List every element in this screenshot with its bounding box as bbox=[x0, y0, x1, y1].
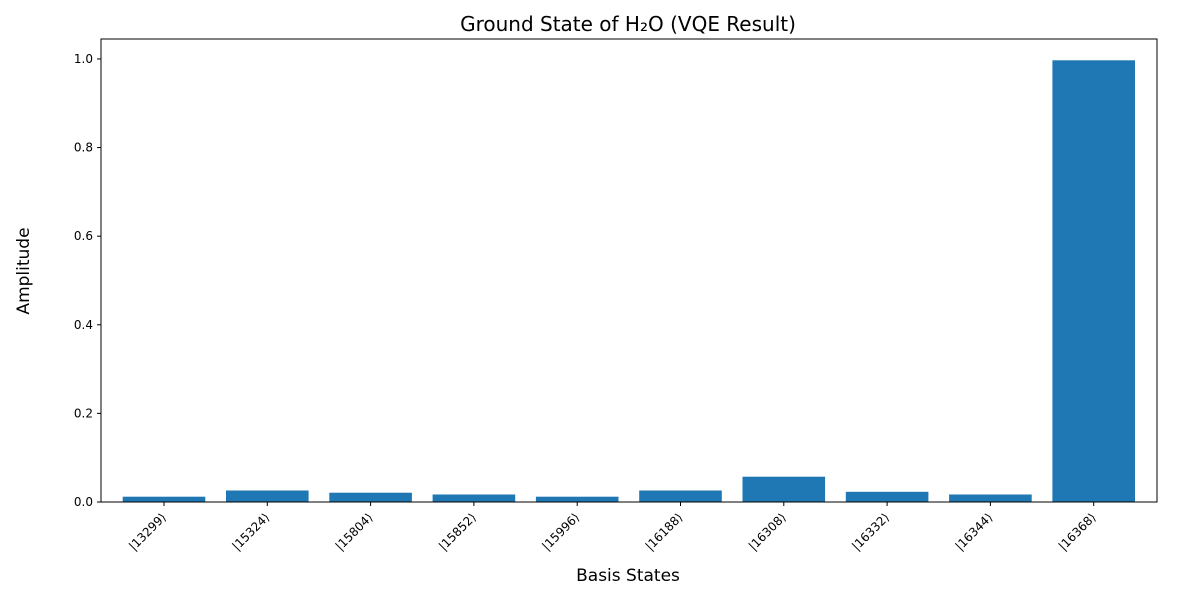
y-tick-label: 1.0 bbox=[74, 52, 93, 66]
x-tick-label: |16344⟩ bbox=[952, 510, 995, 553]
bar bbox=[535, 496, 619, 502]
bars-group bbox=[122, 60, 1135, 503]
x-tick-label: |16368⟩ bbox=[1056, 510, 1099, 553]
bar bbox=[742, 476, 826, 502]
bar bbox=[949, 494, 1032, 502]
bar bbox=[122, 496, 206, 502]
bar bbox=[329, 492, 412, 502]
y-tick-label: 0.6 bbox=[74, 229, 93, 243]
x-tick-label: |15324⟩ bbox=[229, 510, 272, 553]
x-tick-label: |15804⟩ bbox=[333, 510, 376, 553]
plot-frame bbox=[100, 38, 1158, 503]
y-tick-label: 0.2 bbox=[74, 406, 93, 420]
x-tick-label: |15852⟩ bbox=[436, 510, 479, 553]
x-axis-ticks: |13299⟩ |15324⟩ |15804⟩ |15852⟩ |15996⟩ |1618… bbox=[126, 502, 1099, 553]
y-tick-label: 0.0 bbox=[74, 495, 93, 509]
bar bbox=[845, 491, 929, 502]
y-axis-ticks: 0.0 0.2 0.4 0.6 0.8 1.0 bbox=[74, 52, 101, 509]
y-tick-label: 0.8 bbox=[74, 141, 93, 155]
chart-title: Ground State of H₂O (VQE Result) bbox=[460, 12, 796, 36]
bar bbox=[226, 490, 309, 502]
bar bbox=[1052, 60, 1135, 503]
x-tick-label: |16332⟩ bbox=[849, 510, 892, 553]
x-tick-label: |16308⟩ bbox=[746, 510, 789, 553]
bar bbox=[639, 490, 722, 502]
y-tick-label: 0.4 bbox=[74, 318, 93, 332]
x-tick-label: |15996⟩ bbox=[539, 510, 582, 553]
bar bbox=[432, 494, 516, 502]
x-axis-label: Basis States bbox=[576, 566, 680, 586]
x-tick-label: |13299⟩ bbox=[126, 510, 169, 553]
y-axis-label: Amplitude bbox=[14, 227, 34, 314]
x-tick-label: |16188⟩ bbox=[643, 510, 686, 553]
